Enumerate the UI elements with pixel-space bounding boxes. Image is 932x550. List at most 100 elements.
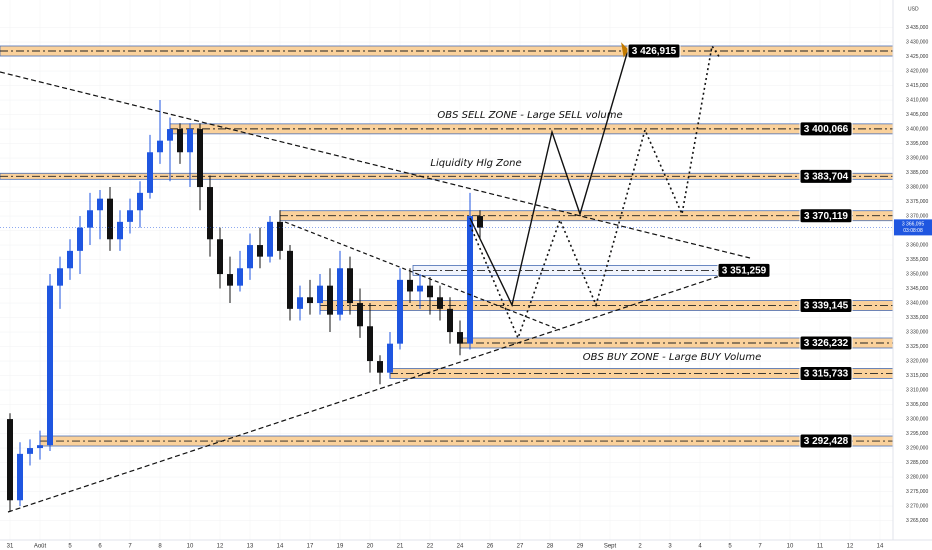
level-label: 3 351,259 bbox=[722, 266, 767, 277]
x-tick-label: 20 bbox=[367, 544, 374, 550]
x-tick-label: 28 bbox=[547, 544, 554, 550]
x-tick-label: 4 bbox=[698, 544, 702, 550]
arrow-head bbox=[621, 42, 629, 58]
y-tick-label: 3 285,000 bbox=[906, 460, 928, 466]
y-tick-label: 3 430,000 bbox=[906, 39, 928, 45]
candle-body bbox=[77, 227, 83, 251]
currency: USD bbox=[908, 6, 919, 12]
countdown: 03:08:08 bbox=[903, 228, 923, 234]
x-tick-label: 14 bbox=[877, 544, 884, 550]
y-tick-label: 3 395,000 bbox=[906, 141, 928, 147]
level-label-box bbox=[799, 168, 853, 184]
y-tick-label: 3 370,000 bbox=[906, 213, 928, 219]
candle-body bbox=[257, 245, 263, 257]
y-tick-label: 3 275,000 bbox=[906, 489, 928, 495]
x-tick-label: 24 bbox=[457, 544, 464, 550]
y-tick-label: 3 415,000 bbox=[906, 83, 928, 89]
candle-body bbox=[187, 129, 193, 153]
candle-body bbox=[397, 279, 403, 344]
y-tick-label: 3 350,000 bbox=[906, 271, 928, 277]
y-tick-label: 3 345,000 bbox=[906, 286, 928, 292]
level-label: 3 383,704 bbox=[804, 171, 849, 182]
candle-body bbox=[307, 297, 313, 304]
y-tick-label: 3 305,000 bbox=[906, 402, 928, 408]
level-label-box bbox=[799, 121, 853, 137]
level-label: 3 426,915 bbox=[632, 46, 677, 57]
x-tick-label: 10 bbox=[787, 544, 794, 550]
y-tick-label: 3 400,000 bbox=[906, 126, 928, 132]
y-tick-label: 3 325,000 bbox=[906, 344, 928, 350]
level-label-box bbox=[799, 365, 853, 381]
candle-body bbox=[97, 198, 103, 211]
level-label: 3 339,145 bbox=[804, 301, 849, 312]
candle-body bbox=[347, 268, 353, 304]
x-tick-label: 17 bbox=[307, 544, 314, 550]
candle-body bbox=[337, 268, 343, 315]
y-tick-label: 3 340,000 bbox=[906, 300, 928, 306]
trend-line bbox=[0, 71, 751, 259]
candle-body bbox=[167, 129, 173, 141]
annotation: OBS SELL ZONE - Large SELL volume bbox=[437, 110, 622, 121]
level-label-box bbox=[799, 298, 853, 314]
candle-body bbox=[317, 285, 323, 304]
level-label-box bbox=[799, 433, 853, 449]
candle-body bbox=[207, 187, 213, 240]
x-tick-label: 5 bbox=[728, 544, 732, 550]
candle-body bbox=[447, 308, 453, 333]
level-label: 3 326,232 bbox=[804, 338, 849, 349]
last-price-label: 3 366,095 bbox=[902, 222, 924, 228]
y-tick-label: 3 390,000 bbox=[906, 155, 928, 161]
candle-body bbox=[427, 285, 433, 298]
candle-body bbox=[127, 210, 133, 222]
y-tick-label: 3 355,000 bbox=[906, 257, 928, 263]
candle-body bbox=[467, 216, 473, 344]
candle-body bbox=[137, 192, 143, 211]
x-tick-label: 27 bbox=[517, 544, 524, 550]
x-tick-label: 12 bbox=[847, 544, 854, 550]
y-tick-label: 3 425,000 bbox=[906, 54, 928, 60]
level-label-box bbox=[627, 43, 681, 59]
x-tick-label: 21 bbox=[397, 544, 404, 550]
y-tick-label: 3 405,000 bbox=[906, 112, 928, 118]
candle-body bbox=[147, 152, 153, 193]
x-tick-label: Sept bbox=[604, 544, 617, 550]
level-label-box bbox=[717, 262, 771, 278]
candle-body bbox=[227, 274, 233, 286]
level-label: 3 292,428 bbox=[804, 436, 849, 447]
x-tick-label: 22 bbox=[427, 544, 434, 550]
candle-body bbox=[237, 268, 243, 286]
candle-body bbox=[287, 250, 293, 309]
candle-body bbox=[387, 343, 393, 373]
x-tick-label: Août bbox=[34, 544, 47, 550]
y-tick-label: 3 270,000 bbox=[906, 503, 928, 509]
candle-body bbox=[407, 279, 413, 292]
candle-body bbox=[17, 453, 23, 501]
candle-body bbox=[277, 221, 283, 251]
level-label: 3 370,119 bbox=[804, 211, 848, 222]
candle-body bbox=[267, 221, 273, 257]
last-price-box bbox=[894, 219, 932, 236]
x-tick-label: 3 bbox=[668, 544, 672, 550]
candle-body bbox=[217, 239, 223, 275]
x-tick-label: 12 bbox=[217, 544, 224, 550]
x-tick-label: 2 bbox=[638, 544, 642, 550]
x-tick-label: 31 bbox=[7, 544, 14, 550]
candle-body bbox=[7, 419, 13, 501]
y-tick-label: 3 380,000 bbox=[906, 184, 928, 190]
candle-body bbox=[417, 285, 423, 292]
y-tick-label: 3 420,000 bbox=[906, 68, 928, 74]
candle-body bbox=[37, 445, 43, 449]
x-tick-label: 13 bbox=[247, 544, 254, 550]
candle-body bbox=[377, 361, 383, 373]
y-tick-label: 3 265,000 bbox=[906, 518, 928, 524]
y-tick-label: 3 435,000 bbox=[906, 25, 928, 31]
candle-body bbox=[457, 332, 463, 344]
candle-body bbox=[57, 268, 63, 286]
level-labels: 3 426,915 3 400,066 3 383,704 3 370,119 3 35… bbox=[627, 43, 853, 449]
candle-body bbox=[47, 285, 53, 446]
candle-body bbox=[177, 129, 183, 153]
x-tick-label: 19 bbox=[337, 544, 344, 550]
level-label: 3 400,066 bbox=[804, 124, 849, 135]
